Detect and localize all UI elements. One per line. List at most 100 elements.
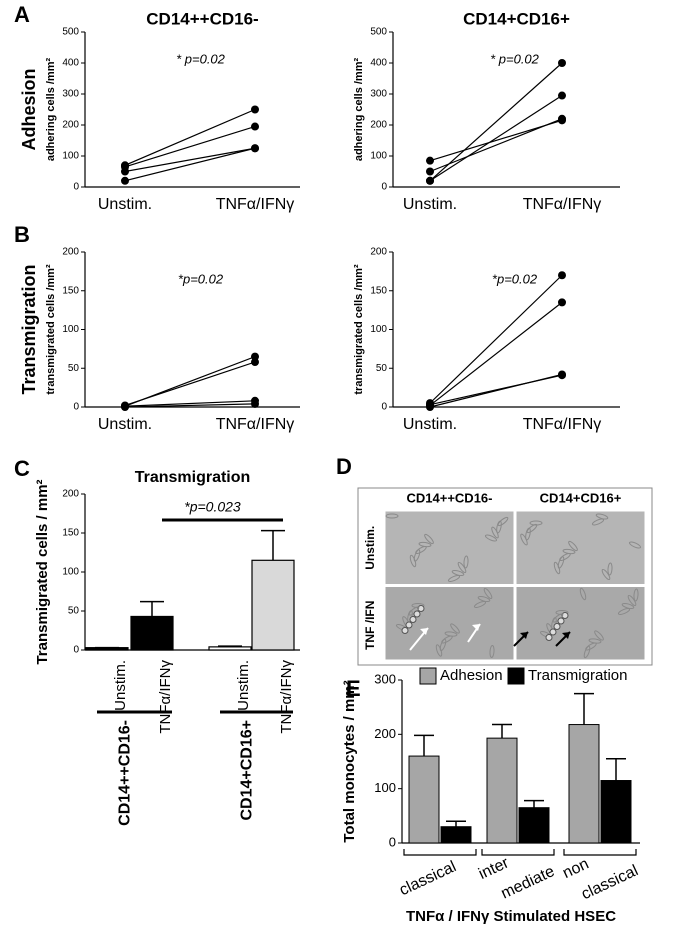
y-tick-label: 200 [370, 120, 387, 131]
y-tick-label: 0 [73, 182, 79, 193]
y-tick-label: 0 [73, 402, 79, 413]
pair-line [429, 301, 563, 406]
column-label: CD14++CD16- [407, 490, 493, 505]
cell-texture [526, 523, 538, 534]
cell-texture [568, 540, 578, 552]
cell-texture [424, 533, 434, 545]
pair-line [124, 147, 256, 173]
cell-texture [483, 587, 493, 600]
data-point [558, 59, 566, 67]
data-point [251, 144, 259, 153]
data-point [558, 91, 566, 100]
cell-texture [553, 561, 561, 575]
monocyte [549, 628, 557, 636]
x-axis-label: TNFα / IFNγ Stimulated HSEC [406, 908, 616, 925]
x-tick-label: Unstim. [98, 416, 152, 433]
y-tick-label: 0 [73, 645, 79, 656]
y-tick-label: 200 [62, 247, 79, 258]
cell-texture [489, 645, 495, 658]
cell-texture [463, 555, 469, 569]
cell-texture [601, 568, 611, 581]
cell-texture [484, 534, 498, 542]
panel-letter: E [346, 676, 361, 701]
micrograph [515, 586, 646, 661]
monocyte [561, 612, 569, 619]
arrow-head [420, 628, 428, 635]
group-label: CD14++CD16- [117, 720, 134, 826]
bar [600, 780, 632, 844]
y-tick-label: 100 [374, 780, 396, 795]
y-tick-label: 0 [381, 182, 387, 193]
category-bracket [563, 849, 637, 856]
pair-line [124, 147, 256, 182]
y-tick-label: 500 [62, 27, 79, 38]
annotation: * p=0.02 [490, 51, 540, 66]
cell-texture [457, 561, 467, 574]
panel-letter: B [14, 222, 30, 247]
y-tick-label: 400 [62, 58, 79, 69]
data-point [426, 156, 434, 165]
cell-texture [473, 601, 487, 608]
legend-swatch [507, 667, 525, 685]
cell-texture [607, 562, 613, 576]
bar [440, 826, 472, 844]
pair-line [429, 374, 563, 406]
cell-texture [633, 588, 639, 602]
row-label: Adhesion [19, 68, 39, 150]
arrow-head [520, 632, 528, 639]
y-axis-label: adhering cells /mm² [45, 58, 57, 162]
data-point [121, 403, 129, 411]
y-tick-label: 200 [62, 120, 79, 131]
y-tick-label: 100 [370, 324, 387, 335]
x-tick-label: TNFα/IFNγ [523, 196, 602, 213]
column-label: CD14+CD16+ [540, 490, 622, 505]
y-tick-label: 0 [389, 834, 396, 849]
cell-texture [627, 594, 637, 607]
y-tick-label: 200 [370, 247, 387, 258]
monocyte [413, 610, 421, 618]
group-label: CD14+CD16+ [239, 720, 256, 821]
data-point [251, 122, 259, 131]
y-tick-label: 100 [62, 567, 79, 578]
legend-label: Adhesion [440, 667, 503, 684]
data-point [251, 358, 259, 367]
data-point [121, 167, 129, 176]
pair-line [124, 108, 256, 166]
y-tick-label: 300 [370, 89, 387, 100]
row-label: Unstim. [363, 526, 377, 570]
cell-texture [450, 623, 460, 634]
monocyte [409, 616, 417, 623]
y-tick-label: 200 [374, 726, 396, 741]
y-tick-label: 150 [62, 285, 79, 296]
cell-texture [579, 587, 587, 601]
pair-line [429, 62, 563, 182]
cell-texture [409, 554, 417, 568]
arrow-head [472, 624, 480, 631]
row-label: Transmigration [19, 264, 39, 394]
data-point [426, 400, 434, 409]
panel-letter: A [14, 2, 30, 27]
row-label: TNF /IFN [363, 601, 377, 650]
y-tick-label: 300 [374, 671, 396, 686]
x-tick-label: Unstim. [98, 196, 152, 213]
y-tick-label: 100 [62, 324, 79, 335]
cell-texture [529, 520, 543, 526]
chart-title: Transmigration [135, 469, 251, 486]
cell-texture [583, 645, 591, 659]
cell-texture [385, 513, 399, 519]
micrograph [384, 510, 515, 585]
pair-line [429, 118, 563, 173]
panel-letter: C [14, 456, 30, 481]
monocyte [553, 623, 561, 630]
monocyte [401, 627, 409, 634]
chart-title: CD14++CD16- [146, 9, 258, 28]
category-bracket [481, 849, 555, 856]
micrograph [515, 510, 646, 585]
panel-letter: D [336, 454, 352, 479]
bar [518, 807, 550, 844]
x-tick-label: TNFα/IFNγ [216, 196, 295, 213]
y-tick-label: 150 [62, 528, 79, 539]
annotation: *p=0.02 [492, 271, 538, 286]
